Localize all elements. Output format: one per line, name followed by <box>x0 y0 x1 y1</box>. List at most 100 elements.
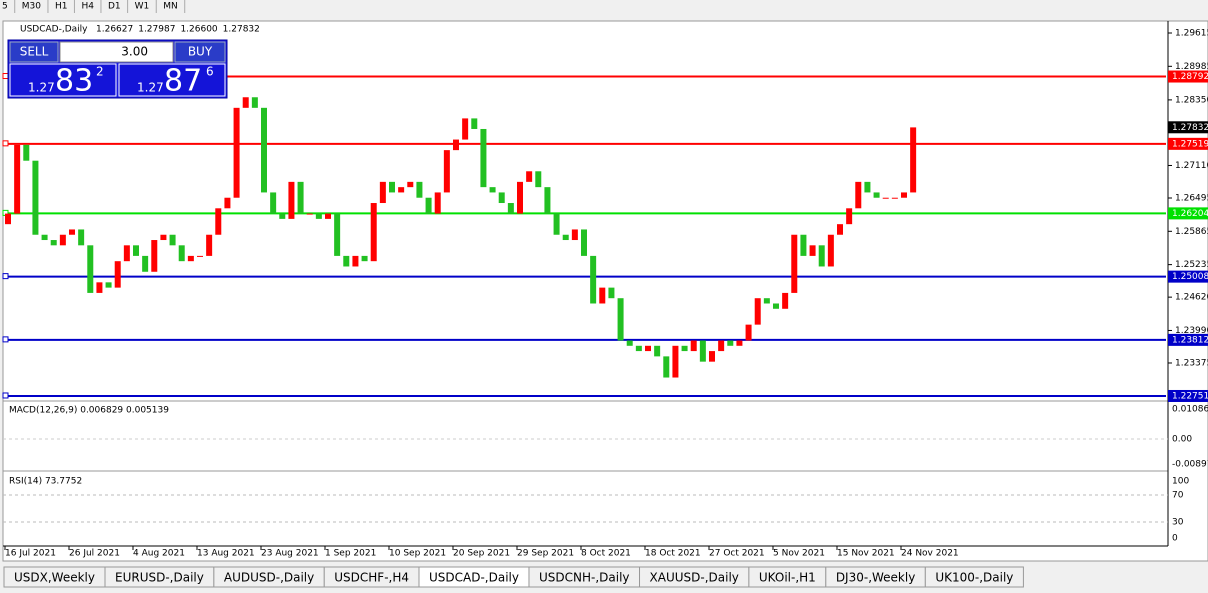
candle <box>910 127 917 193</box>
tab-label[interactable]: UKOil-,H1 <box>759 571 816 585</box>
toolbar <box>0 0 1208 14</box>
candle <box>699 340 706 362</box>
candle <box>87 245 94 293</box>
candle <box>782 292 789 309</box>
y-tick-label: 1.28350 <box>1175 95 1208 105</box>
candle <box>261 107 267 193</box>
candle <box>736 340 743 346</box>
y-tick-label: 1.27110 <box>1175 161 1208 171</box>
candle <box>727 340 734 346</box>
macd-tick: 0.00 <box>1172 435 1192 445</box>
ohlc-value: 1.26600 <box>180 25 217 35</box>
tab-label[interactable]: DJ30-,Weekly <box>836 571 916 585</box>
tab-label[interactable]: AUDUSD-,Daily <box>224 571 314 585</box>
candle <box>114 261 121 288</box>
candle <box>306 213 313 215</box>
candle <box>818 245 825 267</box>
tab-label[interactable]: USDCHF-,H4 <box>334 571 409 585</box>
level-tag <box>1168 70 1208 83</box>
candle <box>827 234 834 267</box>
macd-tick: -0.008974 <box>1172 460 1208 470</box>
candle <box>599 287 606 304</box>
tab-label[interactable]: UK100-,Daily <box>935 571 1013 585</box>
candle <box>288 181 295 219</box>
candle <box>279 213 286 219</box>
timeframe-button[interactable]: H1 <box>55 2 68 12</box>
lot-value[interactable]: 3.00 <box>121 45 148 59</box>
level-label: 1.22751 <box>1172 391 1208 401</box>
candle <box>233 107 240 198</box>
candle <box>873 192 880 198</box>
candle <box>837 224 843 235</box>
tab-label[interactable]: XAUUSD-,Daily <box>650 571 739 585</box>
y-tick-label: 1.26495 <box>1175 193 1208 203</box>
bid-box[interactable] <box>9 63 117 97</box>
level-label: 1.26204 <box>1172 209 1208 219</box>
x-tick-label: 1 Sep 2021 <box>325 549 376 559</box>
candle <box>891 197 898 199</box>
candle <box>498 192 505 204</box>
sell-label[interactable]: SELL <box>20 45 49 59</box>
x-tick-label: 10 Sep 2021 <box>389 549 446 559</box>
buy-button[interactable] <box>174 41 226 63</box>
candle <box>864 181 871 193</box>
x-tick-label: 24 Nov 2021 <box>901 549 959 559</box>
buy-label[interactable]: BUY <box>188 45 213 59</box>
tab-label[interactable]: EURUSD-,Daily <box>115 571 204 585</box>
timeframe-button[interactable]: D1 <box>108 2 121 12</box>
tab-label[interactable]: USDCNH-,Daily <box>539 571 630 585</box>
x-tick-label: 15 Nov 2021 <box>837 549 895 559</box>
candle <box>581 229 587 256</box>
y-tick-label: 1.29615 <box>1175 28 1208 38</box>
timeframe-button[interactable]: H4 <box>81 2 94 12</box>
level-label: 1.27519 <box>1172 139 1208 149</box>
candle <box>745 324 752 341</box>
x-tick-label: 23 Aug 2021 <box>261 549 319 559</box>
candle <box>535 171 542 188</box>
sell-button[interactable] <box>9 41 59 63</box>
ask-box[interactable] <box>118 63 226 97</box>
candle <box>462 118 469 140</box>
candle <box>23 144 30 161</box>
level-label: 1.25008 <box>1172 272 1208 282</box>
candle <box>169 234 176 246</box>
candle <box>407 181 414 188</box>
candle <box>517 181 523 214</box>
candle <box>242 97 249 108</box>
bid-frac: 2 <box>96 65 104 79</box>
candle <box>489 187 496 193</box>
timeframe-button[interactable]: MN <box>163 2 178 12</box>
chart-symbol: USDCAD-,Daily <box>20 25 88 35</box>
level-marker <box>2 140 9 147</box>
candle <box>590 255 597 304</box>
lot-input[interactable] <box>59 41 174 63</box>
candle <box>32 160 39 235</box>
candle <box>251 97 258 108</box>
y-tick-label: 1.23375 <box>1175 358 1208 368</box>
candle <box>14 144 21 214</box>
candle <box>443 150 450 193</box>
candle <box>453 139 459 151</box>
rsi-tick: 100 <box>1172 477 1189 487</box>
candle <box>773 303 779 309</box>
level-marker <box>2 392 9 399</box>
candle <box>315 213 322 219</box>
timeframe-button[interactable]: W1 <box>135 2 150 12</box>
x-tick-label: 8 Oct 2021 <box>581 549 631 559</box>
candle <box>800 234 807 256</box>
tab-label[interactable]: USDCAD-,Daily <box>429 571 519 585</box>
candle <box>626 340 633 346</box>
candle <box>562 234 569 241</box>
tab[interactable] <box>924 566 1024 588</box>
timeframe-button[interactable]: 5 <box>2 2 8 12</box>
candle <box>754 298 761 325</box>
candle <box>645 345 651 352</box>
y-tick-label: 1.24620 <box>1175 293 1208 303</box>
level-label: 1.23812 <box>1172 335 1208 345</box>
tab-label[interactable]: USDX,Weekly <box>14 571 95 585</box>
bid-big: 1.27 <box>28 81 55 95</box>
timeframe-button[interactable]: M30 <box>22 2 41 12</box>
candle <box>416 181 423 198</box>
level-tag <box>1168 137 1208 150</box>
